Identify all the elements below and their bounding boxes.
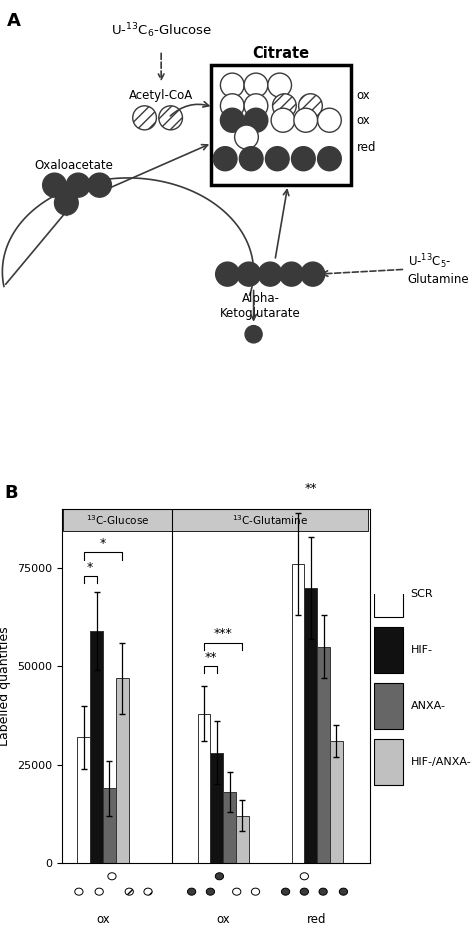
Circle shape — [66, 174, 90, 197]
Bar — [374, 627, 403, 673]
Circle shape — [55, 190, 78, 215]
Circle shape — [292, 147, 315, 171]
Bar — [236, 816, 249, 863]
Bar — [292, 564, 304, 863]
Text: A: A — [7, 12, 21, 30]
Text: ox: ox — [356, 89, 370, 102]
Bar — [223, 792, 236, 863]
Circle shape — [299, 93, 322, 118]
Circle shape — [300, 888, 309, 895]
Text: HIF-: HIF- — [410, 645, 432, 655]
Circle shape — [133, 106, 156, 130]
Circle shape — [159, 106, 182, 130]
Circle shape — [237, 262, 261, 286]
Bar — [211, 65, 351, 185]
Circle shape — [245, 325, 262, 343]
Circle shape — [88, 174, 111, 197]
Bar — [77, 737, 90, 863]
Circle shape — [300, 873, 309, 880]
Circle shape — [215, 873, 224, 880]
Circle shape — [294, 108, 318, 132]
Text: U-$^{13}$C$_5$-
Glutamine: U-$^{13}$C$_5$- Glutamine — [408, 253, 469, 286]
Circle shape — [95, 888, 103, 895]
Bar — [90, 631, 103, 863]
Circle shape — [280, 262, 303, 286]
Text: Alpha-
Ketoglutarate: Alpha- Ketoglutarate — [220, 292, 301, 321]
Text: ox: ox — [356, 114, 370, 126]
Bar — [210, 753, 223, 863]
Bar — [103, 788, 116, 863]
Circle shape — [125, 888, 133, 895]
Circle shape — [235, 125, 258, 149]
Text: ***: *** — [214, 627, 233, 640]
Text: ANXA-: ANXA- — [410, 701, 446, 711]
Circle shape — [244, 74, 268, 97]
Text: B: B — [5, 484, 18, 502]
Circle shape — [301, 262, 325, 286]
Text: ox: ox — [96, 913, 110, 926]
Circle shape — [268, 74, 292, 97]
Text: $^{13}$C-Glucose: $^{13}$C-Glucose — [86, 513, 149, 527]
Y-axis label: Labelled quantities: Labelled quantities — [0, 626, 11, 746]
Circle shape — [108, 873, 116, 880]
Circle shape — [265, 147, 289, 171]
Bar — [198, 714, 210, 863]
Circle shape — [339, 888, 347, 895]
Circle shape — [188, 888, 196, 895]
Text: **: ** — [204, 651, 217, 664]
Circle shape — [220, 108, 244, 132]
Text: SCR: SCR — [410, 589, 433, 599]
Text: $^{13}$C-Glutamine: $^{13}$C-Glutamine — [232, 513, 308, 527]
Text: red: red — [307, 913, 327, 926]
Circle shape — [251, 888, 260, 895]
Text: Acetyl-CoA: Acetyl-CoA — [129, 89, 193, 102]
Circle shape — [43, 174, 66, 197]
Circle shape — [75, 888, 83, 895]
Circle shape — [216, 262, 239, 286]
Circle shape — [220, 93, 244, 118]
Bar — [374, 684, 403, 729]
Circle shape — [318, 147, 341, 171]
Circle shape — [258, 262, 282, 286]
Circle shape — [244, 108, 268, 132]
Circle shape — [144, 888, 152, 895]
Circle shape — [271, 108, 295, 132]
Circle shape — [239, 147, 263, 171]
Bar — [63, 509, 172, 531]
Bar — [374, 571, 403, 617]
Bar — [116, 678, 128, 863]
Circle shape — [206, 888, 215, 895]
Text: *: * — [87, 561, 93, 573]
Bar — [172, 509, 368, 531]
Bar — [330, 741, 343, 863]
Bar — [304, 587, 317, 863]
Text: ox: ox — [216, 913, 230, 926]
Circle shape — [282, 888, 290, 895]
Text: U-$^{13}$C$_6$-Glucose: U-$^{13}$C$_6$-Glucose — [110, 22, 212, 41]
Text: Citrate: Citrate — [252, 46, 310, 61]
Circle shape — [244, 93, 268, 118]
Text: *: * — [100, 538, 106, 550]
Text: red: red — [356, 141, 376, 155]
Text: **: ** — [304, 482, 317, 495]
Circle shape — [318, 108, 341, 132]
Circle shape — [319, 888, 327, 895]
Circle shape — [233, 888, 241, 895]
Bar — [317, 647, 330, 863]
Bar — [374, 739, 403, 785]
Circle shape — [220, 74, 244, 97]
Circle shape — [213, 147, 237, 171]
Circle shape — [273, 93, 296, 118]
Text: HIF-/ANXA-: HIF-/ANXA- — [410, 757, 471, 768]
Text: Oxaloacetate: Oxaloacetate — [34, 158, 113, 172]
